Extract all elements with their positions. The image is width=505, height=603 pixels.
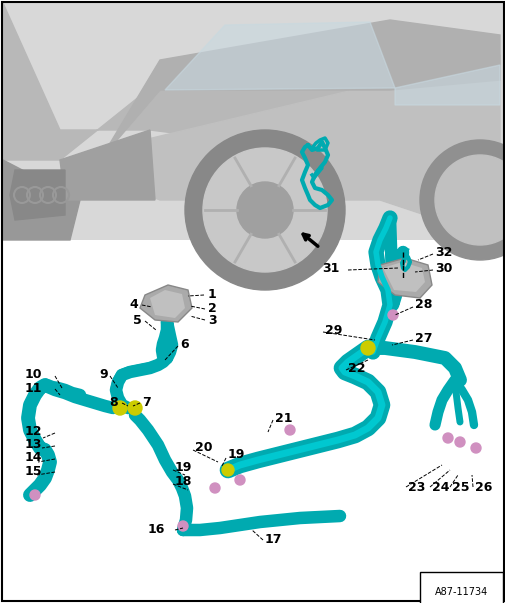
Circle shape <box>419 140 505 260</box>
Text: 8: 8 <box>109 396 118 408</box>
Text: 26: 26 <box>474 482 491 494</box>
Text: 22: 22 <box>347 362 365 374</box>
Text: A87-11734: A87-11734 <box>434 587 487 597</box>
Circle shape <box>113 401 127 415</box>
Bar <box>3 3 502 240</box>
Polygon shape <box>149 290 185 318</box>
Text: 19: 19 <box>228 449 245 461</box>
Polygon shape <box>3 3 409 160</box>
Text: 29: 29 <box>324 323 342 336</box>
Text: 15: 15 <box>25 466 42 479</box>
Text: 5: 5 <box>133 314 142 326</box>
Polygon shape <box>394 65 499 105</box>
Circle shape <box>284 425 294 435</box>
Text: 24: 24 <box>431 482 448 494</box>
Circle shape <box>360 341 374 355</box>
Polygon shape <box>60 130 155 200</box>
Text: 2: 2 <box>208 302 216 315</box>
Text: 32: 32 <box>434 245 451 259</box>
Text: 30: 30 <box>434 262 451 274</box>
Text: 7: 7 <box>142 396 150 408</box>
Polygon shape <box>140 285 191 322</box>
Text: 12: 12 <box>25 426 42 438</box>
Text: 20: 20 <box>194 441 212 455</box>
Polygon shape <box>100 20 499 160</box>
Text: 17: 17 <box>265 534 282 546</box>
Text: 14: 14 <box>25 452 42 464</box>
Text: 3: 3 <box>208 314 216 326</box>
Circle shape <box>454 437 464 447</box>
Text: 11: 11 <box>25 382 42 394</box>
Circle shape <box>30 490 40 500</box>
Polygon shape <box>377 258 431 298</box>
Circle shape <box>203 148 326 272</box>
Polygon shape <box>165 22 394 90</box>
Text: 31: 31 <box>321 262 339 274</box>
Circle shape <box>387 310 397 320</box>
Polygon shape <box>60 55 499 240</box>
Text: 10: 10 <box>25 368 42 382</box>
Circle shape <box>236 182 292 238</box>
Text: 25: 25 <box>451 482 469 494</box>
Circle shape <box>178 521 188 531</box>
Text: 13: 13 <box>25 438 42 452</box>
Circle shape <box>128 401 142 415</box>
Circle shape <box>434 155 505 245</box>
Circle shape <box>442 433 452 443</box>
Polygon shape <box>3 160 80 240</box>
Text: 23: 23 <box>407 482 425 494</box>
Text: 21: 21 <box>274 411 292 425</box>
Circle shape <box>185 130 344 290</box>
Polygon shape <box>10 170 65 220</box>
Circle shape <box>210 483 220 493</box>
Text: 1: 1 <box>208 288 216 300</box>
Text: 27: 27 <box>414 332 432 344</box>
Text: 19: 19 <box>175 461 192 475</box>
Text: 4: 4 <box>129 297 138 311</box>
Text: 9: 9 <box>99 368 108 382</box>
Circle shape <box>470 443 480 453</box>
Text: 18: 18 <box>175 476 192 488</box>
Text: 16: 16 <box>147 523 165 537</box>
Text: 6: 6 <box>180 338 188 352</box>
Text: 28: 28 <box>414 298 431 312</box>
Circle shape <box>234 475 244 485</box>
Bar <box>3 242 502 600</box>
Polygon shape <box>382 262 424 292</box>
Circle shape <box>222 464 233 476</box>
